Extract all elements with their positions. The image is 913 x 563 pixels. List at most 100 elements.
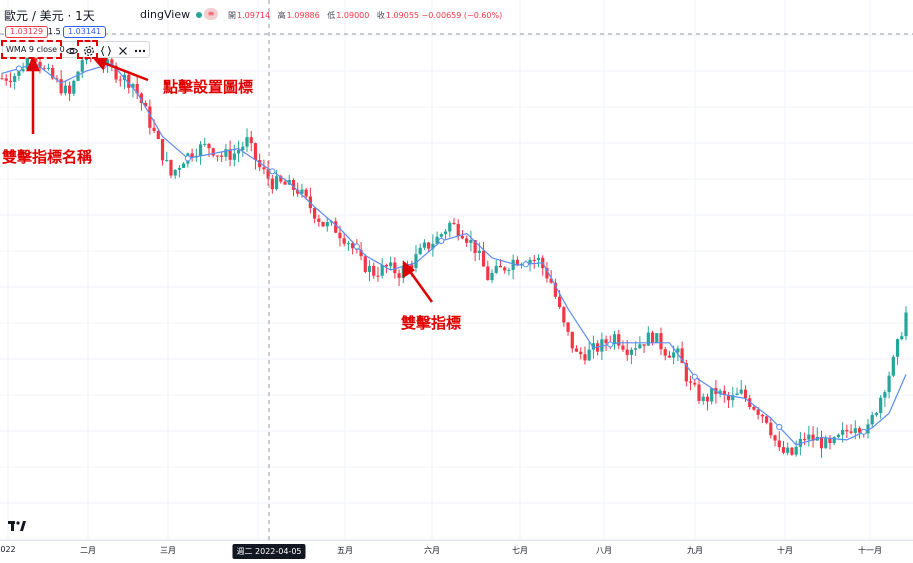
brand-label: dingView xyxy=(140,8,191,21)
wma-handle[interactable] xyxy=(776,423,783,431)
candle-body xyxy=(435,236,439,244)
candle-body xyxy=(55,78,59,80)
candle-body xyxy=(680,348,684,364)
symbol-title[interactable]: 歐元 / 美元 · 1天 xyxy=(4,9,95,23)
candle-body xyxy=(507,269,511,271)
wma-handle[interactable] xyxy=(522,261,529,268)
candle-body xyxy=(160,138,165,161)
buy-button[interactable]: 1.03141 xyxy=(63,26,107,38)
ohlc-high: 1.09886 xyxy=(286,11,320,20)
candle-body xyxy=(735,393,739,395)
annotation-arrows xyxy=(26,54,434,303)
candle-body xyxy=(410,264,414,268)
candle-body xyxy=(697,384,701,401)
candle-body xyxy=(169,160,173,176)
candle-body xyxy=(870,415,874,425)
wma-handle[interactable] xyxy=(269,168,276,175)
close-icon[interactable] xyxy=(116,43,130,57)
candle-body xyxy=(422,242,427,248)
wma-handle[interactable] xyxy=(353,243,360,250)
wma-handle[interactable] xyxy=(438,237,445,244)
candle-body xyxy=(296,189,300,194)
candle-body xyxy=(72,80,76,94)
candle-body xyxy=(363,256,367,272)
candle-body xyxy=(743,389,748,399)
time-axis[interactable]: 022 二月 三月 四月 五月 六月 七月 八月 九月 十月 十一月 週二 20… xyxy=(0,540,913,563)
wma-handle[interactable] xyxy=(15,65,22,72)
braces-icon[interactable] xyxy=(99,43,113,57)
candle-body xyxy=(824,437,828,449)
sell-button[interactable]: 1.03129 xyxy=(5,26,49,38)
candle-body xyxy=(270,178,274,190)
candles xyxy=(0,45,908,458)
candle-body xyxy=(549,278,553,283)
ohlc-values: 開1.09714 高1.09886 低1.09000 收1.09055 −0.0… xyxy=(228,10,507,21)
candle-body xyxy=(325,221,329,227)
candle-body xyxy=(312,208,317,219)
candle-body xyxy=(807,434,811,440)
flags-icon[interactable]: ≡ xyxy=(204,8,218,20)
candle-body xyxy=(900,336,904,340)
candle-body xyxy=(389,262,393,267)
market-status-dot xyxy=(196,12,202,18)
candle-body xyxy=(232,153,236,160)
candle-body xyxy=(494,265,498,273)
candle-body xyxy=(338,232,342,239)
wma-handle[interactable] xyxy=(860,428,867,435)
candle-body xyxy=(769,422,773,436)
candle-body xyxy=(342,238,346,244)
candle-body xyxy=(465,238,469,243)
candle-body xyxy=(545,268,549,279)
candle-body xyxy=(857,428,862,433)
candle-body xyxy=(21,69,25,72)
ohlc-high-key: 高 xyxy=(277,11,286,20)
candle-body xyxy=(849,431,853,433)
candle-body xyxy=(414,254,418,268)
candle-body xyxy=(4,78,8,81)
candle-body xyxy=(566,322,570,332)
candle-body xyxy=(283,181,287,185)
candle-body xyxy=(359,249,363,257)
tradingview-logo-icon[interactable] xyxy=(8,520,26,532)
time-label: 三月 xyxy=(160,546,176,555)
candle-body xyxy=(600,339,604,352)
ohlc-low: 1.09000 xyxy=(336,11,370,20)
candle-body xyxy=(756,409,760,415)
candle-body xyxy=(646,332,650,346)
candle-body xyxy=(236,150,241,154)
candle-body xyxy=(249,137,253,144)
candle-body xyxy=(532,259,536,261)
crosshair-date-label: 週二 2022-04-05 xyxy=(232,544,306,559)
wma-line[interactable] xyxy=(1,63,907,446)
candle-body xyxy=(874,413,879,416)
candle-body xyxy=(266,169,270,179)
candle-body xyxy=(245,137,249,147)
wma-handle[interactable] xyxy=(607,341,614,348)
candle-body xyxy=(684,363,688,382)
chart-grid xyxy=(0,0,913,540)
candle-body xyxy=(380,264,384,276)
candle-body xyxy=(397,273,401,278)
gear-icon[interactable] xyxy=(82,43,96,57)
wma-handle[interactable] xyxy=(184,155,191,162)
price-chart[interactable] xyxy=(0,0,913,540)
candle-body xyxy=(574,348,579,352)
candle-body xyxy=(794,446,798,455)
candle-body xyxy=(182,163,186,168)
candle-body xyxy=(688,381,693,383)
time-label: 022 xyxy=(0,545,16,554)
candle-body xyxy=(672,352,676,358)
candle-body xyxy=(790,447,794,455)
candle-body xyxy=(617,334,621,346)
candle-body xyxy=(418,247,422,255)
candle-body xyxy=(819,436,824,449)
candle-body xyxy=(642,344,646,346)
candle-body xyxy=(317,218,321,222)
ohlc-open-key: 開 xyxy=(228,11,236,20)
candle-body xyxy=(384,264,389,267)
wma-handle[interactable] xyxy=(691,373,698,380)
more-icon[interactable] xyxy=(133,43,147,57)
indicator-name[interactable]: WMA 9 close 0 xyxy=(6,45,65,54)
candle-body xyxy=(207,143,211,149)
candle-body xyxy=(887,375,891,393)
